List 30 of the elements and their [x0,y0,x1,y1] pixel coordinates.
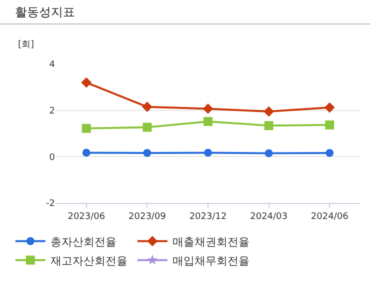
legend-label: 매출채권회전율 [172,235,250,248]
y-axis-title: [회] [18,40,34,50]
point [264,106,274,117]
legend-label: 매입채무회전율 [172,254,250,268]
legend-label: 총자산회전율 [50,235,116,248]
chart-title: 활동성지표 [15,5,75,19]
point [142,102,152,112]
y-tick-label: 0 [49,152,56,163]
legend-label: 재고자산회전율 [50,254,128,268]
point [324,102,335,113]
point [202,104,214,114]
x-tick-label: 2024/06 [310,212,349,222]
point [204,148,212,157]
point [82,124,91,133]
point [325,120,334,130]
y-tick-label: 4 [49,60,56,70]
point [264,121,274,130]
point [143,148,152,157]
x-tick-label: 2023/12 [189,212,227,222]
point [264,149,273,158]
x-tick-label: 2024/03 [250,212,288,222]
x-tick-label: 2023/06 [68,212,106,222]
point [204,116,212,126]
point [142,122,152,132]
y-tick-label: 2 [49,106,55,116]
point [82,148,90,157]
point [81,77,92,88]
point [326,148,334,157]
y-tick-label: -2 [46,199,55,210]
x-tick-label: 2023/09 [128,212,166,222]
